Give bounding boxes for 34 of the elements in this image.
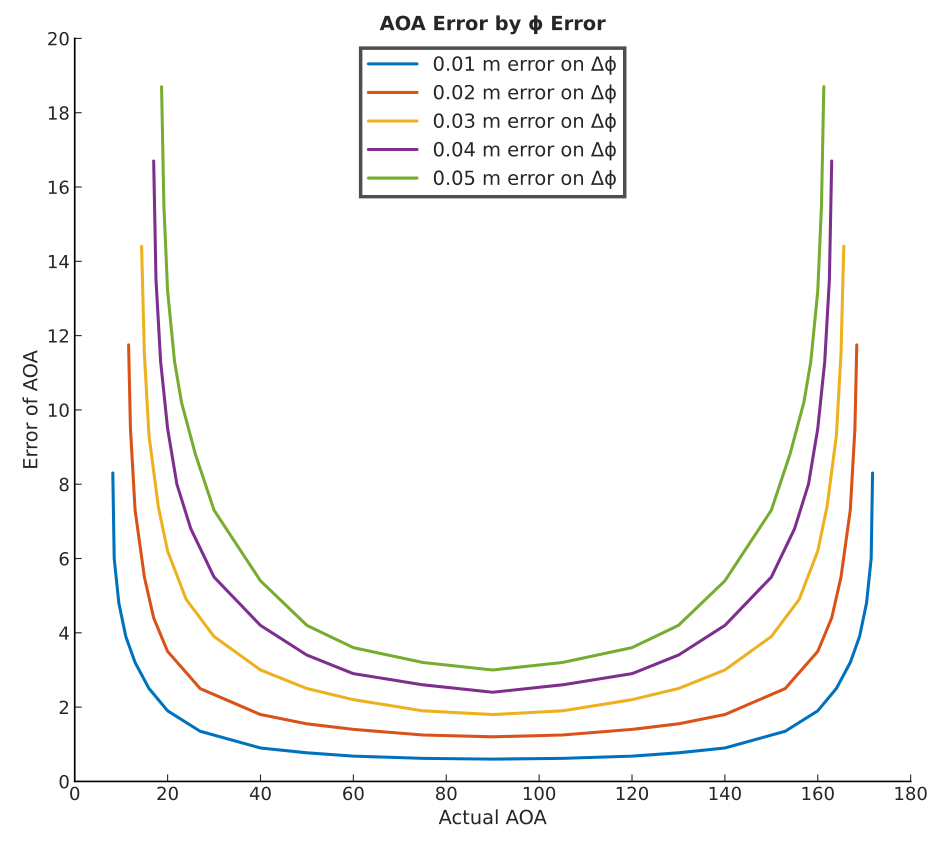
x-tick-label: 40 xyxy=(250,786,271,800)
y-tick-label: 18 xyxy=(48,106,69,120)
legend-label: 0.04 m error on Δϕ xyxy=(434,142,616,160)
x-tick-label: 60 xyxy=(343,786,364,800)
y-tick-label: 20 xyxy=(48,32,69,46)
line-series xyxy=(152,159,834,694)
line-series xyxy=(111,472,874,761)
x-tick-label: 180 xyxy=(895,786,927,800)
x-tick-label: 20 xyxy=(157,786,178,800)
y-tick-label: 0 xyxy=(60,774,69,789)
line-series xyxy=(140,244,846,716)
x-tick-label: 0 xyxy=(70,786,80,800)
legend-label: 0.05 m error on Δϕ xyxy=(434,170,616,189)
y-tick-label: 16 xyxy=(48,180,69,194)
y-tick-label: 2 xyxy=(60,700,68,714)
y-tick-label: 8 xyxy=(60,478,69,492)
x-tick-label: 160 xyxy=(802,786,834,800)
line-series xyxy=(127,343,858,738)
legend-label: 0.02 m error on Δϕ xyxy=(434,84,616,104)
x-tick-label: 80 xyxy=(436,786,457,800)
y-axis-title: Error of AOA xyxy=(22,350,38,468)
y-tick-label: 14 xyxy=(48,255,69,268)
x-tick-label: 100 xyxy=(524,786,556,800)
y-tick-label: 12 xyxy=(48,329,68,342)
chart-title: AOA Error by ϕ Error xyxy=(380,15,606,34)
y-tick-label: 6 xyxy=(60,552,69,566)
y-tick-label: 4 xyxy=(59,626,69,640)
legend-label: 0.01 m error on Δϕ xyxy=(434,56,616,75)
line-series xyxy=(160,85,826,672)
x-tick-label: 140 xyxy=(710,786,741,800)
x-axis-title: Actual AOA xyxy=(438,809,547,824)
x-tick-label: 120 xyxy=(616,786,648,800)
legend-label: 0.03 m error on Δϕ xyxy=(434,113,616,132)
y-tick-label: 10 xyxy=(48,403,69,418)
